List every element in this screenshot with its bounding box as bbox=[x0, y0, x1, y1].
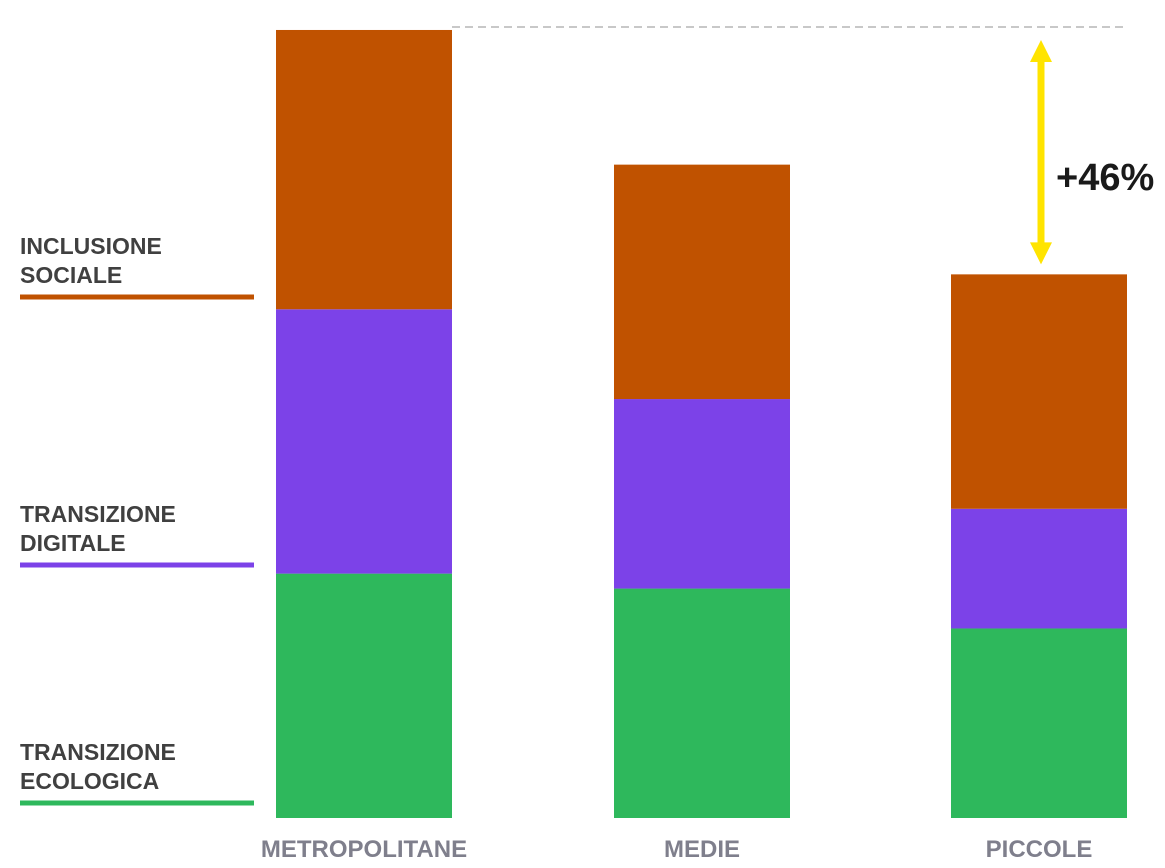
bar-segment-piccole-transizione-digitale bbox=[951, 508, 1127, 629]
legend-label-transizione-digitale-line-1: TRANSIZIONE bbox=[20, 501, 176, 527]
category-label-piccole: PICCOLE bbox=[986, 836, 1093, 863]
legend-label-transizione-digitale-line-2: DIGITALE bbox=[20, 530, 126, 556]
bar-segment-metropolitane-inclusione-sociale bbox=[276, 29, 452, 310]
bar-segment-medie-inclusione-sociale bbox=[614, 164, 790, 400]
bar-segment-piccole-transizione-ecologica bbox=[951, 628, 1127, 818]
annotation-layer: +46% bbox=[1030, 39, 1154, 265]
legend-layer: TRANSIZIONE ECOLOGICA TRANSIZIONE DIGITALE I… bbox=[20, 233, 254, 806]
annotation-arrow-head-up bbox=[1030, 39, 1052, 62]
legend-label-inclusione-sociale-line-2: SOCIALE bbox=[20, 262, 122, 288]
legend-label-inclusione-sociale-line-1: INCLUSIONE bbox=[20, 233, 162, 259]
bar-segment-metropolitane-transizione-digitale bbox=[276, 309, 452, 574]
bar-segment-medie-transizione-digitale bbox=[614, 399, 790, 589]
category-labels-layer: METROPOLITANE MEDIE PICCOLE bbox=[261, 836, 1092, 863]
category-label-medie: MEDIE bbox=[664, 836, 740, 863]
legend-label-transizione-ecologica-line-2: ECOLOGICA bbox=[20, 768, 159, 794]
annotation-arrow-head-down bbox=[1030, 242, 1052, 265]
bar-segment-metropolitane-transizione-ecologica bbox=[276, 573, 452, 818]
bar-segment-piccole-inclusione-sociale bbox=[951, 274, 1127, 509]
legend-label-transizione-ecologica-line-1: TRANSIZIONE bbox=[20, 739, 176, 765]
category-label-metropolitane: METROPOLITANE bbox=[261, 836, 467, 863]
bars-layer bbox=[276, 29, 1127, 818]
bar-segment-medie-transizione-ecologica bbox=[614, 588, 790, 818]
annotation-label: +46% bbox=[1056, 157, 1154, 199]
